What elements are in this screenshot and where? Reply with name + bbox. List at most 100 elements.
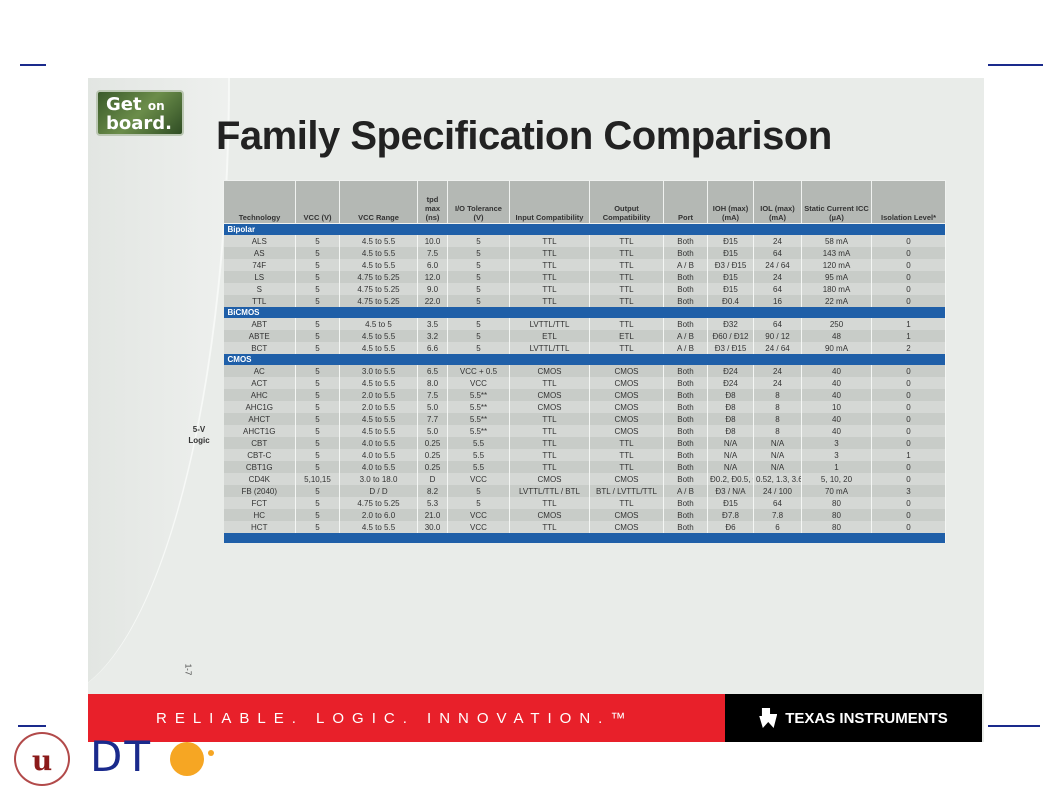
table-cell: 5 [295, 318, 340, 330]
table-cell: CMOS [509, 509, 590, 521]
table-cell: A / B [663, 330, 708, 342]
top-right-rule [988, 64, 1043, 66]
table-cell: TTL [589, 342, 664, 354]
table-cell: 5 [295, 271, 340, 283]
table-cell: 8 [753, 389, 802, 401]
table-cell: 24 [753, 377, 802, 389]
table-cell: ETL [589, 330, 664, 342]
table-cell: Ð24 [707, 377, 754, 389]
table-cell: 10 [801, 401, 872, 413]
table-cell: 120 mA [801, 259, 872, 271]
table-cell: 4.5 to 5.5 [339, 330, 418, 342]
table-cell: 2.0 to 5.5 [339, 389, 418, 401]
table-cell: 0 [871, 377, 946, 389]
table-cell: Ð0.4 [707, 295, 754, 307]
table-cell: Ð6 [707, 521, 754, 533]
brand-name: TEXAS INSTRUMENTS [785, 709, 948, 727]
table-cell: Both [663, 283, 708, 295]
table-cell: Ð3 / Ð15 [707, 342, 754, 354]
table-cell: 5 [447, 247, 510, 259]
footer-bar-cell [223, 533, 946, 543]
table-cell: 8.2 [417, 485, 448, 497]
column-header: Technology [223, 180, 296, 224]
table-row: CD4K 5,10,15 3.0 to 18.0 D VCC CMOS CMOS Both Ð0… [223, 473, 946, 485]
spec-table-wrapper: Technology VCC (V) VCC Range tpd max (ns) I/… [223, 180, 946, 543]
table-cell: 24 / 64 [753, 342, 802, 354]
top-left-rule [20, 64, 46, 66]
table-cell: 1 [871, 330, 946, 342]
table-cell: CMOS [589, 425, 664, 437]
table-cell: Both [663, 365, 708, 377]
table-cell: 22 mA [801, 295, 872, 307]
table-cell: 0.25 [417, 437, 448, 449]
table-cell: 5 [295, 247, 340, 259]
column-header: I/O Tolerance (V) [447, 180, 510, 224]
table-cell: 143 mA [801, 247, 872, 259]
table-cell: 5 [295, 235, 340, 247]
table-cell: 22.0 [417, 295, 448, 307]
table-cell: TTL [509, 497, 590, 509]
table-cell: 0.25 [417, 449, 448, 461]
table-cell: Both [663, 295, 708, 307]
table-cell: Ð8 [707, 425, 754, 437]
table-cell: Both [663, 271, 708, 283]
table-cell: FB (2040) [223, 485, 296, 497]
table-cell: 64 [753, 318, 802, 330]
table-cell: 5, 10, 20 [801, 473, 872, 485]
table-cell: 4.0 to 5.5 [339, 461, 418, 473]
section-row: CMOS [223, 354, 946, 365]
table-cell: TTL [589, 283, 664, 295]
table-row: ALS 5 4.5 to 5.5 10.0 5 TTL TTL Both Ð15 24 58 mA 0 [223, 235, 946, 247]
table-cell: ETL [509, 330, 590, 342]
table-cell: 4.75 to 5.25 [339, 271, 418, 283]
table-row: HCT 5 4.5 to 5.5 30.0 VCC TTL CMOS Both Ð6 6 80 0 [223, 521, 946, 533]
table-row: CBT1G 5 4.0 to 5.5 0.25 5.5 TTL TTL Both N/A N/A 1… [223, 461, 946, 473]
table-cell: 5.5** [447, 425, 510, 437]
table-cell: 40 [801, 377, 872, 389]
table-cell: 0 [871, 365, 946, 377]
table-cell: 5 [295, 377, 340, 389]
table-row: FB (2040) 5 D / D 8.2 5 LVTTL/TTL / BTL BTL / … [223, 485, 946, 497]
table-cell: 40 [801, 413, 872, 425]
table-cell: Both [663, 461, 708, 473]
table-cell: 5.5 [447, 437, 510, 449]
table-cell: 5 [447, 497, 510, 509]
table-cell: TTL [509, 449, 590, 461]
table-cell: 5.0 [417, 401, 448, 413]
table-cell: HCT [223, 521, 296, 533]
table-cell: TTL [509, 425, 590, 437]
table-cell: 80 [801, 497, 872, 509]
table-cell: 24 [753, 365, 802, 377]
table-cell: 0 [871, 425, 946, 437]
table-cell: TTL [509, 235, 590, 247]
table-cell: ABT [223, 318, 296, 330]
table-cell: TTL [509, 413, 590, 425]
table-cell: TTL [589, 437, 664, 449]
table-cell: 5 [295, 449, 340, 461]
footer-banner: RELIABLE. LOGIC. INNOVATION.™ TEXAS INST… [88, 694, 982, 742]
page-title: Family Specification Comparison [216, 114, 832, 158]
table-cell: BCT [223, 342, 296, 354]
section-row: BiCMOS [223, 307, 946, 318]
table-cell: D [417, 473, 448, 485]
table-cell: CMOS [589, 521, 664, 533]
table-cell: 5 [295, 509, 340, 521]
table-cell: 0 [871, 401, 946, 413]
table-cell: TTL [589, 259, 664, 271]
table-cell: Ð0.2, Ð0.5, Ð1.4 [707, 473, 754, 485]
table-cell: 5 [447, 283, 510, 295]
table-cell: 5.5 [447, 461, 510, 473]
table-cell: 0 [871, 295, 946, 307]
table-cell: TTL [509, 259, 590, 271]
table-cell: 0 [871, 389, 946, 401]
table-cell: 6.0 [417, 259, 448, 271]
table-cell: Ð60 / Ð12 [707, 330, 754, 342]
table-cell: LVTTL/TTL / BTL [509, 485, 590, 497]
table-cell: 74F [223, 259, 296, 271]
table-cell: 64 [753, 283, 802, 295]
table-cell: BTL / LVTTL/TTL [589, 485, 664, 497]
table-cell: 8.0 [417, 377, 448, 389]
bottom-right-rule [988, 725, 1040, 727]
table-cell: 2.0 to 5.5 [339, 401, 418, 413]
table-cell: 16 [753, 295, 802, 307]
